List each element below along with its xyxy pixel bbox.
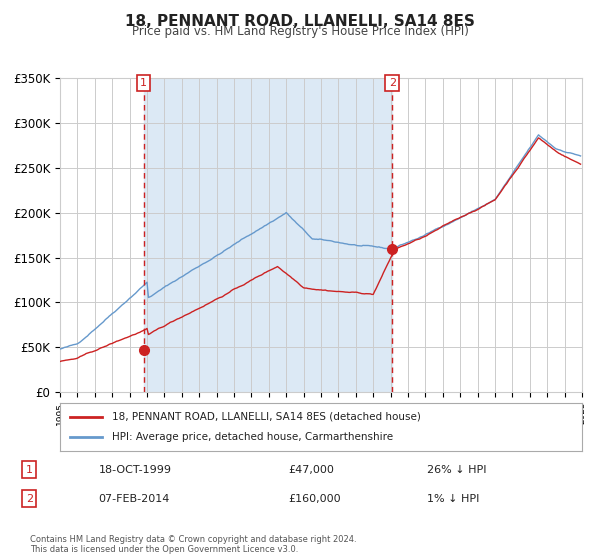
Text: 18, PENNANT ROAD, LLANELLI, SA14 8ES: 18, PENNANT ROAD, LLANELLI, SA14 8ES <box>125 14 475 29</box>
Text: 1% ↓ HPI: 1% ↓ HPI <box>427 494 479 503</box>
Text: 1: 1 <box>140 78 147 88</box>
Text: 18, PENNANT ROAD, LLANELLI, SA14 8ES (detached house): 18, PENNANT ROAD, LLANELLI, SA14 8ES (de… <box>112 412 421 422</box>
Text: 2: 2 <box>389 78 396 88</box>
Text: Price paid vs. HM Land Registry's House Price Index (HPI): Price paid vs. HM Land Registry's House … <box>131 25 469 38</box>
Text: £47,000: £47,000 <box>289 465 334 475</box>
Text: 18-OCT-1999: 18-OCT-1999 <box>98 465 172 475</box>
Text: Contains HM Land Registry data © Crown copyright and database right 2024.
This d: Contains HM Land Registry data © Crown c… <box>30 535 356 554</box>
Text: 26% ↓ HPI: 26% ↓ HPI <box>427 465 486 475</box>
Bar <box>143 78 392 392</box>
Text: £160,000: £160,000 <box>289 494 341 503</box>
Text: 2: 2 <box>26 494 33 503</box>
Text: 07-FEB-2014: 07-FEB-2014 <box>98 494 170 503</box>
Text: 1: 1 <box>26 465 33 475</box>
Text: HPI: Average price, detached house, Carmarthenshire: HPI: Average price, detached house, Carm… <box>112 432 394 442</box>
